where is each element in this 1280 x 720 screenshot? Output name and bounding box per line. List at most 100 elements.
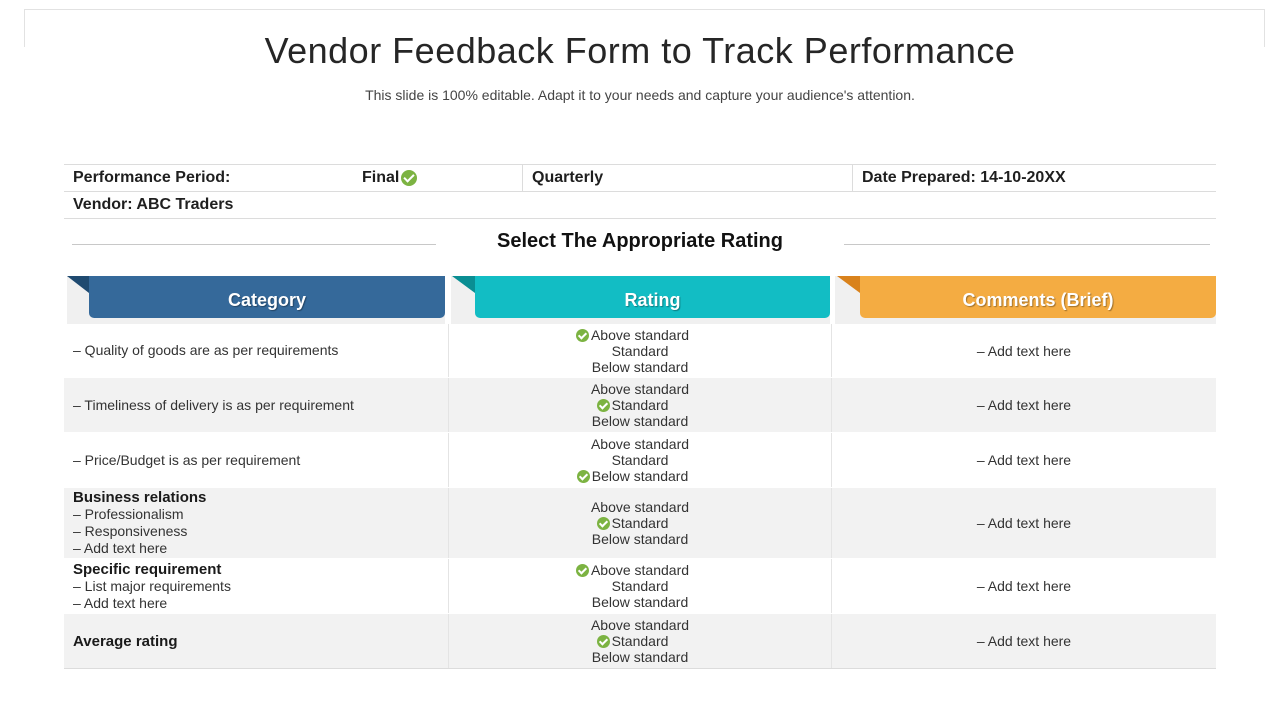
- category-line: – Add text here: [73, 594, 168, 611]
- rating-option-label: Above standard: [590, 562, 690, 578]
- category-line: – List major requirements: [73, 577, 231, 594]
- comments-header: Comments (Brief): [860, 276, 1216, 318]
- rating-table: – Quality of goods are as per requiremen…: [64, 324, 1216, 669]
- rating-option-label: Below standard: [591, 358, 689, 375]
- comment-text: – Add text here: [976, 633, 1072, 649]
- check-icon: [575, 564, 589, 577]
- comment-cell[interactable]: – Add text here: [832, 433, 1216, 487]
- rating-option[interactable]: Below standard: [592, 413, 689, 429]
- comments-header-fold: [837, 276, 860, 293]
- rating-section-header: Select The Appropriate Rating: [64, 230, 1216, 258]
- table-row: – Quality of goods are as per requiremen…: [64, 324, 1216, 378]
- rating-option-label: Standard: [611, 578, 669, 594]
- comment-text: – Add text here: [976, 452, 1072, 468]
- final-label: Final: [362, 169, 400, 186]
- rating-option-label: Below standard: [591, 649, 689, 665]
- rating-option[interactable]: Standard: [612, 452, 669, 468]
- page-subtitle: This slide is 100% editable. Adapt it to…: [365, 87, 915, 103]
- rating-option-label: Standard: [611, 397, 669, 413]
- rating-option[interactable]: Below standard: [592, 359, 689, 375]
- category-line: – Quality of goods are as per requiremen…: [73, 342, 339, 358]
- comment-text: – Add text here: [976, 397, 1072, 413]
- comment-cell[interactable]: – Add text here: [832, 488, 1216, 558]
- rating-option[interactable]: Below standard: [576, 468, 689, 484]
- quarterly-option[interactable]: Quarterly: [522, 165, 852, 191]
- rating-header: Rating: [475, 276, 830, 318]
- rating-option[interactable]: Above standard: [591, 381, 689, 397]
- rating-option[interactable]: Standard: [612, 343, 669, 359]
- rating-option-label: Standard: [611, 452, 669, 468]
- category-line: – Add text here: [73, 540, 168, 556]
- divider-right: [844, 244, 1210, 245]
- comment-cell[interactable]: – Add text here: [832, 324, 1216, 377]
- rating-option[interactable]: Above standard: [575, 326, 690, 343]
- rating-option[interactable]: Below standard: [592, 594, 689, 610]
- check-icon: [596, 399, 610, 412]
- category-cell: – Timeliness of delivery is as per requi…: [64, 378, 448, 432]
- table-row: – Timeliness of delivery is as per requi…: [64, 378, 1216, 433]
- rating-option[interactable]: Above standard: [575, 562, 690, 578]
- rating-option-label: Above standard: [590, 326, 690, 343]
- rating-option-label: Standard: [611, 633, 669, 649]
- date-prepared: Date Prepared: 14-10-20XX: [852, 165, 1216, 191]
- category-header-fold: [67, 276, 89, 293]
- category-header: Category: [89, 276, 445, 318]
- comment-text: – Add text here: [976, 515, 1072, 531]
- check-icon: [596, 517, 610, 530]
- category-heading: Specific requirement: [73, 560, 222, 578]
- slide-frame: [24, 9, 1265, 47]
- category-cell: – Price/Budget is as per requirement: [64, 433, 448, 487]
- section-title: Select The Appropriate Rating: [497, 230, 783, 252]
- rating-option[interactable]: Below standard: [592, 649, 689, 665]
- rating-cell: Above standard Standard Below standard: [448, 614, 832, 668]
- vendor-name: Vendor: ABC Traders: [73, 196, 234, 213]
- table-row: Business relations – Professionalism – Res…: [64, 488, 1216, 559]
- rating-cell: Above standard Standard Below standard: [448, 378, 832, 432]
- table-row: – Price/Budget is as per requirement Abov…: [64, 433, 1216, 488]
- table-row: Specific requirement – List major require…: [64, 559, 1216, 614]
- info-row-period: Performance Period: Final Quarterly Date…: [64, 165, 1216, 192]
- rating-option-label: Below standard: [591, 468, 689, 484]
- rating-cell: Above standard Standard Below standard: [448, 559, 832, 613]
- rating-option-label: Below standard: [591, 531, 689, 547]
- category-line: – Timeliness of delivery is as per requi…: [73, 396, 354, 413]
- slide-frame-mask: [72, 20, 1216, 50]
- category-line: – Professionalism: [73, 506, 184, 522]
- rating-option[interactable]: Standard: [596, 397, 669, 413]
- rating-option-label: Above standard: [590, 381, 690, 397]
- rating-option[interactable]: Below standard: [592, 531, 689, 547]
- category-heading: Business relations: [73, 489, 207, 506]
- category-line: – Responsiveness: [73, 523, 188, 539]
- category-cell: – Quality of goods are as per requiremen…: [64, 324, 448, 377]
- rating-option[interactable]: Above standard: [591, 499, 689, 515]
- comment-cell[interactable]: – Add text here: [832, 378, 1216, 432]
- final-option[interactable]: Final: [362, 165, 522, 191]
- rating-option-label: Standard: [611, 515, 669, 531]
- rating-option[interactable]: Above standard: [591, 617, 689, 633]
- rating-option[interactable]: Standard: [612, 578, 669, 594]
- rating-option-label: Above standard: [590, 499, 690, 515]
- rating-option-label: Below standard: [591, 594, 689, 610]
- comment-cell[interactable]: – Add text here: [832, 559, 1216, 613]
- check-icon: [401, 170, 418, 186]
- rating-header-fold: [452, 276, 475, 293]
- table-row: Average rating Above standard Standard Belo…: [64, 614, 1216, 669]
- category-cell: Specific requirement – List major require…: [64, 559, 448, 613]
- rating-option-label: Above standard: [590, 617, 690, 633]
- rating-option[interactable]: Standard: [596, 633, 669, 649]
- info-row-vendor: Vendor: ABC Traders: [64, 192, 1216, 219]
- rating-option[interactable]: Above standard: [591, 436, 689, 452]
- rating-option-label: Above standard: [590, 436, 690, 452]
- rating-cell: Above standard Standard Below standard: [448, 488, 832, 558]
- comment-text: – Add text here: [976, 578, 1072, 594]
- rating-option[interactable]: Standard: [596, 515, 669, 531]
- comment-cell[interactable]: – Add text here: [832, 614, 1216, 668]
- page-title: Vendor Feedback Form to Track Performanc…: [264, 30, 1016, 71]
- check-icon: [596, 635, 610, 648]
- rating-cell: Above standard Standard Below standard: [448, 433, 832, 487]
- info-table: Performance Period: Final Quarterly Date…: [64, 164, 1216, 219]
- category-line: – Price/Budget is as per requirement: [73, 451, 301, 468]
- divider-left: [72, 244, 436, 245]
- rating-option-label: Below standard: [591, 413, 689, 429]
- category-cell: Business relations – Professionalism – Res…: [64, 488, 448, 558]
